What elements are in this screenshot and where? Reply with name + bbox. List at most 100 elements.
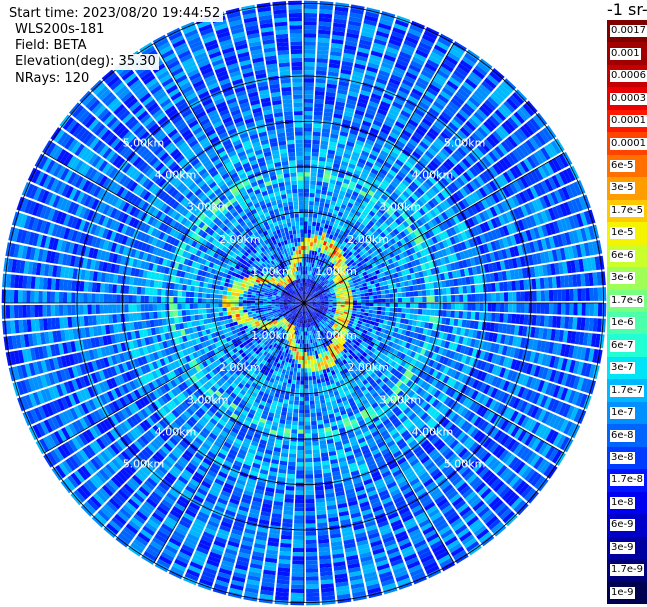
gate	[485, 182, 495, 194]
gate	[282, 522, 293, 528]
gate	[304, 168, 311, 173]
gate	[290, 363, 295, 368]
gate	[375, 254, 382, 260]
gate	[507, 313, 513, 324]
gate	[286, 473, 296, 479]
gate	[393, 66, 406, 75]
gate	[339, 207, 345, 214]
gate	[304, 437, 312, 442]
gate	[309, 250, 312, 255]
gate	[326, 191, 333, 197]
gate	[421, 290, 427, 296]
gate	[311, 428, 318, 434]
gate	[338, 81, 350, 87]
gate	[335, 180, 343, 187]
gate	[420, 97, 432, 107]
gate	[464, 52, 478, 64]
gate	[418, 303, 423, 309]
gate	[561, 186, 571, 201]
gate	[296, 351, 299, 356]
gate	[445, 158, 455, 168]
gate	[468, 238, 475, 248]
gate	[448, 245, 456, 254]
gate	[328, 243, 334, 249]
gate	[516, 128, 528, 141]
gate	[341, 241, 347, 247]
gate	[347, 95, 358, 102]
gate	[320, 281, 325, 286]
gate	[327, 149, 336, 155]
gate	[324, 103, 334, 110]
gate	[536, 303, 541, 314]
gate	[363, 257, 369, 263]
gate	[440, 62, 454, 73]
gate	[558, 153, 569, 168]
gate	[292, 412, 299, 418]
gate	[315, 282, 319, 287]
gate	[356, 305, 362, 309]
gate	[330, 230, 336, 236]
gate	[316, 222, 321, 227]
gate	[413, 229, 421, 237]
gate	[345, 103, 356, 110]
gate	[361, 186, 369, 193]
gate	[379, 251, 386, 258]
gate	[442, 199, 451, 209]
gate	[305, 539, 317, 545]
gate	[339, 164, 348, 171]
gate	[304, 266, 306, 271]
gate	[292, 420, 298, 426]
gate	[349, 129, 359, 136]
gate	[338, 135, 348, 141]
gate	[299, 396, 304, 402]
gate	[459, 59, 473, 71]
gate	[340, 282, 345, 287]
gate	[407, 157, 417, 166]
gate	[327, 187, 334, 193]
gate	[291, 359, 296, 364]
gate	[291, 429, 298, 434]
gate	[290, 433, 298, 438]
gate	[452, 166, 462, 176]
gate	[336, 306, 341, 309]
gate	[347, 202, 354, 208]
gate	[424, 150, 435, 160]
gate	[325, 95, 336, 101]
gate	[323, 294, 328, 297]
gate	[313, 205, 319, 211]
gate	[462, 311, 468, 319]
gate	[305, 474, 314, 479]
gate	[389, 231, 397, 238]
gate	[306, 291, 309, 296]
gate	[318, 366, 322, 371]
gate	[296, 470, 304, 475]
gate	[334, 10, 348, 17]
gate	[523, 279, 529, 290]
gate	[390, 105, 401, 113]
gate	[315, 264, 319, 269]
gate	[455, 163, 465, 174]
gate	[539, 196, 548, 209]
gate	[532, 303, 537, 314]
gate	[482, 210, 491, 221]
gate	[316, 273, 321, 279]
gate	[396, 287, 402, 293]
gate	[314, 366, 319, 372]
gate	[464, 240, 471, 249]
gate	[295, 490, 304, 496]
gate	[309, 396, 315, 401]
gate	[348, 231, 354, 237]
gate	[314, 234, 318, 239]
gate	[531, 199, 540, 212]
gate	[419, 196, 428, 205]
gate	[304, 262, 306, 267]
gate	[304, 429, 311, 434]
gate	[304, 4, 318, 10]
gate	[333, 18, 347, 25]
gate	[326, 157, 334, 163]
gate	[405, 35, 419, 45]
gate	[304, 229, 308, 234]
gate	[304, 372, 308, 377]
gate	[309, 192, 315, 198]
gate	[373, 243, 380, 250]
